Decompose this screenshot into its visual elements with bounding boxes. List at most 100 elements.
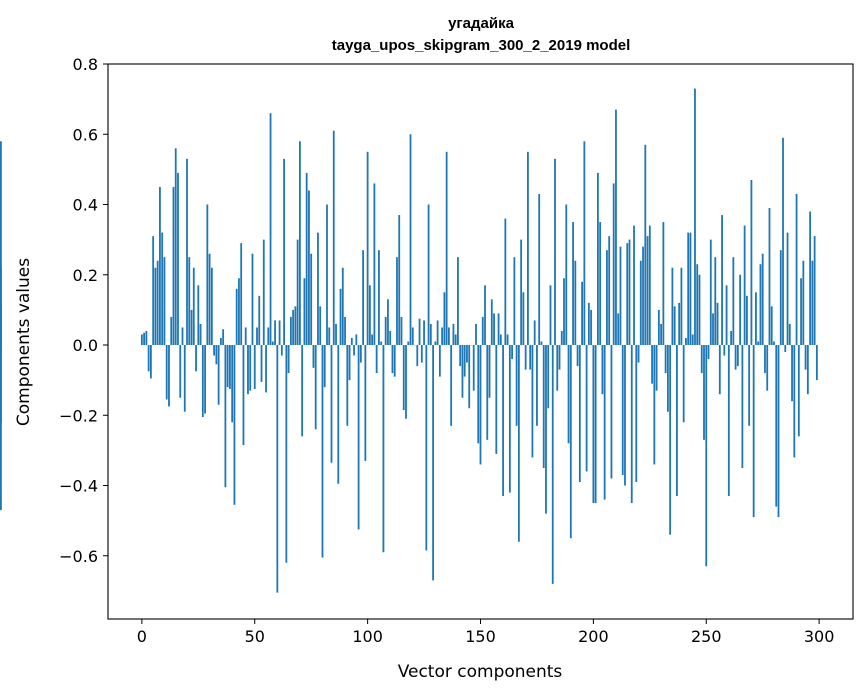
bar-75 — [310, 253, 313, 346]
bar-161 — [504, 218, 507, 346]
bar-74 — [308, 190, 310, 346]
bar-42 — [235, 288, 238, 346]
bar-93 — [350, 337, 353, 346]
bar-63 — [283, 158, 285, 346]
bar-185 — [558, 345, 561, 370]
bar-18 — [181, 327, 184, 346]
bar-118 — [407, 341, 410, 346]
bar-169 — [522, 292, 525, 346]
bar-158 — [497, 313, 500, 346]
bar-136 — [447, 327, 450, 346]
bar-1 — [143, 332, 146, 346]
bar-256 — [718, 345, 721, 395]
bar-58 — [271, 341, 274, 346]
bar-268 — [745, 295, 748, 346]
bar-174 — [533, 320, 536, 346]
bar-21 — [188, 257, 191, 346]
bar-299 — [815, 345, 818, 381]
bar-193 — [576, 345, 579, 367]
bar-171 — [527, 151, 529, 346]
bar-294 — [804, 345, 807, 370]
bar-16 — [177, 172, 179, 346]
bar-9 — [161, 232, 164, 346]
bar-151 — [481, 316, 484, 346]
bar-225 — [648, 225, 651, 346]
bar-271 — [752, 345, 755, 518]
bar-228 — [655, 345, 658, 391]
bar-31 — [210, 267, 213, 346]
bar-245 — [694, 88, 696, 346]
bar-119 — [409, 134, 412, 346]
bar-179 — [545, 345, 547, 514]
bar-143 — [463, 345, 466, 377]
bar-165 — [513, 257, 516, 346]
bar-147 — [472, 345, 475, 391]
bar-109 — [387, 299, 389, 346]
bar-276 — [764, 345, 766, 374]
bar-267 — [743, 225, 746, 346]
bar-145 — [468, 345, 471, 409]
bar-277 — [766, 345, 769, 391]
bar-280 — [773, 341, 775, 346]
bar-19 — [183, 345, 186, 412]
bar-290 — [795, 193, 798, 346]
bar-110 — [389, 330, 392, 346]
bar-232 — [664, 345, 667, 374]
bar-288 — [791, 345, 793, 402]
x-tick-label: 150 — [465, 627, 496, 646]
bar-61 — [278, 320, 281, 346]
bar-260 — [727, 345, 730, 497]
bar-155 — [490, 299, 493, 346]
bar-217 — [630, 345, 633, 504]
bar-128 — [429, 323, 432, 346]
bar-129 — [432, 345, 434, 581]
bar-207 — [608, 236, 611, 346]
bar-138 — [452, 323, 455, 346]
bar-76 — [312, 345, 315, 368]
bar-187 — [563, 278, 565, 346]
bar-104 — [375, 345, 378, 374]
bar-241 — [685, 337, 687, 346]
y-tick-label: −0.6 — [59, 547, 98, 566]
bar-287 — [788, 323, 791, 346]
bar-204 — [601, 345, 604, 395]
bar-254 — [714, 257, 717, 346]
bar-293 — [802, 260, 805, 346]
bar-97 — [359, 345, 362, 363]
bar-124 — [420, 345, 423, 363]
bar-242 — [687, 232, 690, 346]
bar-184 — [556, 345, 559, 391]
bars-layer — [0, 88, 818, 593]
bar-135 — [445, 151, 448, 346]
bar-167 — [517, 345, 520, 542]
bar-120 — [411, 327, 414, 346]
bar-224 — [646, 236, 649, 346]
bar-133 — [441, 327, 444, 346]
bar-281 — [775, 345, 778, 507]
bar-301 — [0, 345, 2, 511]
bar-221 — [639, 260, 642, 346]
bar-123 — [418, 318, 421, 346]
bar-164 — [511, 345, 514, 360]
bar-8 — [159, 186, 161, 346]
bar-39 — [229, 345, 231, 389]
bar-264 — [736, 345, 739, 367]
bar-180 — [547, 345, 550, 409]
bar-130 — [434, 341, 437, 346]
bar-29 — [206, 204, 209, 346]
bar-284 — [782, 137, 784, 346]
bar-99 — [364, 345, 367, 461]
bar-132 — [438, 345, 441, 377]
bar-298 — [813, 236, 816, 346]
bar-273 — [757, 341, 760, 346]
bar-94 — [353, 345, 355, 356]
bar-270 — [750, 179, 753, 346]
bar-108 — [384, 316, 387, 346]
bar-153 — [486, 345, 489, 440]
bar-266 — [741, 345, 744, 468]
bar-105 — [378, 250, 380, 346]
bar-206 — [606, 250, 608, 346]
bar-38 — [226, 345, 229, 388]
bar-37 — [224, 345, 227, 488]
